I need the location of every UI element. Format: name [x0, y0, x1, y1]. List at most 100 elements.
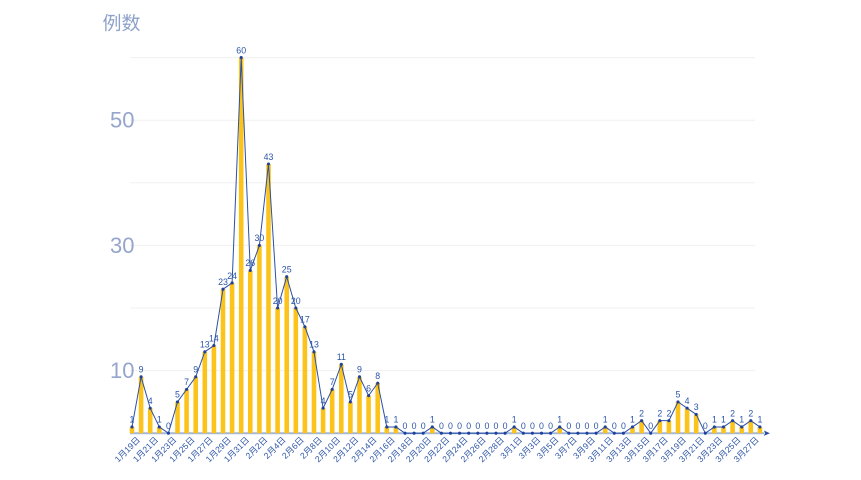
svg-text:2: 2: [458, 454, 469, 465]
svg-text:7: 7: [330, 377, 335, 387]
svg-text:0: 0: [403, 421, 408, 431]
svg-text:3: 3: [731, 454, 742, 465]
svg-text:3: 3: [677, 454, 688, 465]
svg-text:2: 2: [386, 454, 397, 465]
svg-text:4: 4: [685, 396, 690, 406]
svg-text:25: 25: [282, 265, 292, 275]
svg-text:14: 14: [209, 333, 219, 343]
svg-text:3: 3: [553, 450, 564, 461]
svg-text:8: 8: [307, 441, 318, 452]
svg-text:0: 0: [530, 421, 535, 431]
svg-text:23: 23: [218, 277, 228, 287]
svg-text:43: 43: [264, 152, 274, 162]
svg-text:5: 5: [544, 441, 555, 452]
svg-text:1: 1: [131, 454, 142, 465]
svg-text:6: 6: [366, 383, 371, 393]
svg-text:1: 1: [384, 415, 389, 425]
svg-text:20: 20: [273, 296, 283, 306]
svg-text:4: 4: [148, 396, 153, 406]
svg-text:8: 8: [375, 371, 380, 381]
svg-text:0: 0: [539, 421, 544, 431]
svg-text:9: 9: [580, 441, 591, 452]
svg-text:2: 2: [666, 408, 671, 418]
svg-text:1: 1: [157, 415, 162, 425]
svg-text:1: 1: [603, 415, 608, 425]
svg-text:2: 2: [404, 454, 415, 465]
svg-text:2: 2: [243, 450, 254, 461]
svg-text:1: 1: [204, 454, 215, 465]
svg-text:0: 0: [648, 421, 653, 431]
svg-text:2: 2: [367, 454, 378, 465]
svg-text:7: 7: [184, 377, 189, 387]
svg-text:3: 3: [526, 441, 537, 452]
svg-text:0: 0: [594, 421, 599, 431]
svg-text:1: 1: [430, 415, 435, 425]
svg-text:3: 3: [659, 454, 670, 465]
svg-text:3: 3: [694, 402, 699, 412]
svg-text:50: 50: [110, 108, 134, 133]
svg-text:3: 3: [498, 450, 509, 461]
svg-text:0: 0: [566, 421, 571, 431]
svg-text:3: 3: [640, 454, 651, 465]
svg-text:1: 1: [508, 441, 519, 452]
svg-text:0: 0: [494, 421, 499, 431]
svg-text:0: 0: [412, 421, 417, 431]
svg-text:1: 1: [130, 415, 135, 425]
svg-text:2: 2: [331, 454, 342, 465]
svg-text:0: 0: [439, 421, 444, 431]
svg-text:1: 1: [721, 415, 726, 425]
svg-text:11: 11: [337, 352, 346, 362]
svg-text:2: 2: [440, 454, 451, 465]
svg-text:0: 0: [457, 421, 462, 431]
svg-text:2: 2: [298, 450, 309, 461]
svg-text:2: 2: [313, 454, 324, 465]
svg-text:24: 24: [227, 271, 237, 281]
svg-text:7: 7: [562, 441, 573, 452]
svg-text:1: 1: [739, 415, 744, 425]
svg-text:3: 3: [516, 450, 527, 461]
svg-text:4: 4: [271, 441, 282, 452]
svg-text:6: 6: [289, 441, 300, 452]
svg-text:1: 1: [149, 454, 160, 465]
svg-text:2: 2: [748, 408, 753, 418]
svg-text:2: 2: [639, 408, 644, 418]
svg-text:13: 13: [309, 340, 319, 350]
svg-text:2: 2: [253, 441, 264, 452]
svg-text:20: 20: [291, 296, 301, 306]
svg-text:0: 0: [575, 421, 580, 431]
svg-text:1: 1: [557, 415, 562, 425]
svg-text:9: 9: [357, 365, 362, 375]
svg-text:3: 3: [713, 454, 724, 465]
svg-text:1: 1: [393, 415, 398, 425]
svg-text:0: 0: [585, 421, 590, 431]
svg-text:0: 0: [612, 421, 617, 431]
svg-text:1: 1: [167, 454, 178, 465]
svg-text:30: 30: [255, 233, 265, 243]
svg-text:17: 17: [300, 315, 310, 325]
svg-text:0: 0: [703, 421, 708, 431]
svg-text:0: 0: [475, 421, 480, 431]
svg-text:3: 3: [571, 450, 582, 461]
svg-text:0: 0: [548, 421, 553, 431]
svg-text:1: 1: [512, 415, 517, 425]
svg-text:5: 5: [348, 390, 353, 400]
svg-text:9: 9: [193, 365, 198, 375]
svg-text:0: 0: [421, 421, 426, 431]
svg-text:3: 3: [586, 454, 597, 465]
svg-text:9: 9: [139, 365, 144, 375]
svg-text:3: 3: [604, 454, 615, 465]
svg-text:1: 1: [630, 415, 635, 425]
svg-text:0: 0: [503, 421, 508, 431]
svg-text:0: 0: [521, 421, 526, 431]
svg-text:13: 13: [200, 340, 210, 350]
svg-text:2: 2: [730, 408, 735, 418]
svg-text:1: 1: [712, 415, 717, 425]
svg-text:10: 10: [110, 358, 134, 383]
svg-text:2: 2: [657, 408, 662, 418]
svg-text:5: 5: [676, 390, 681, 400]
svg-text:30: 30: [110, 233, 134, 258]
svg-text:0: 0: [484, 421, 489, 431]
svg-text:2: 2: [262, 450, 273, 461]
svg-text:2: 2: [422, 454, 433, 465]
svg-text:2: 2: [349, 454, 360, 465]
